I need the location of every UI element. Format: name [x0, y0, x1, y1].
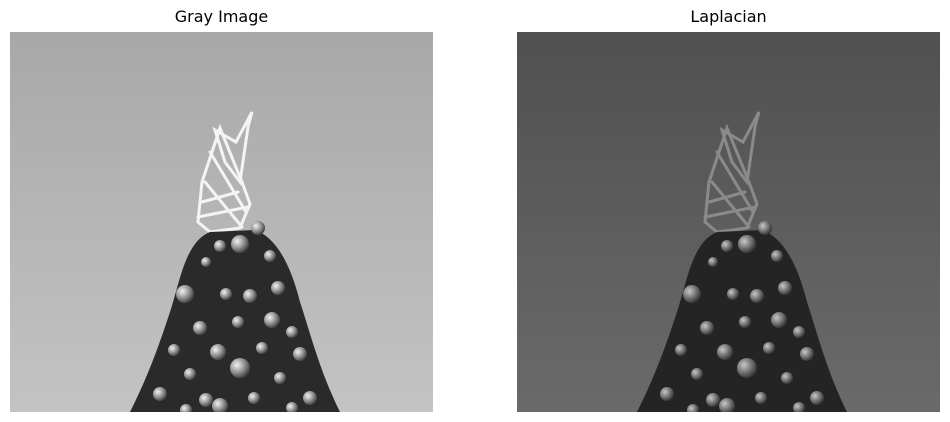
laplacian-image — [517, 32, 940, 412]
gray-image — [10, 32, 433, 412]
tree-topper — [703, 111, 761, 234]
panel-title-gray: Gray Image — [174, 7, 269, 26]
ornaments — [660, 221, 824, 412]
tree-topper — [196, 111, 254, 234]
panel-title-laplacian: Laplacian — [690, 7, 767, 26]
ornaments — [153, 221, 317, 412]
